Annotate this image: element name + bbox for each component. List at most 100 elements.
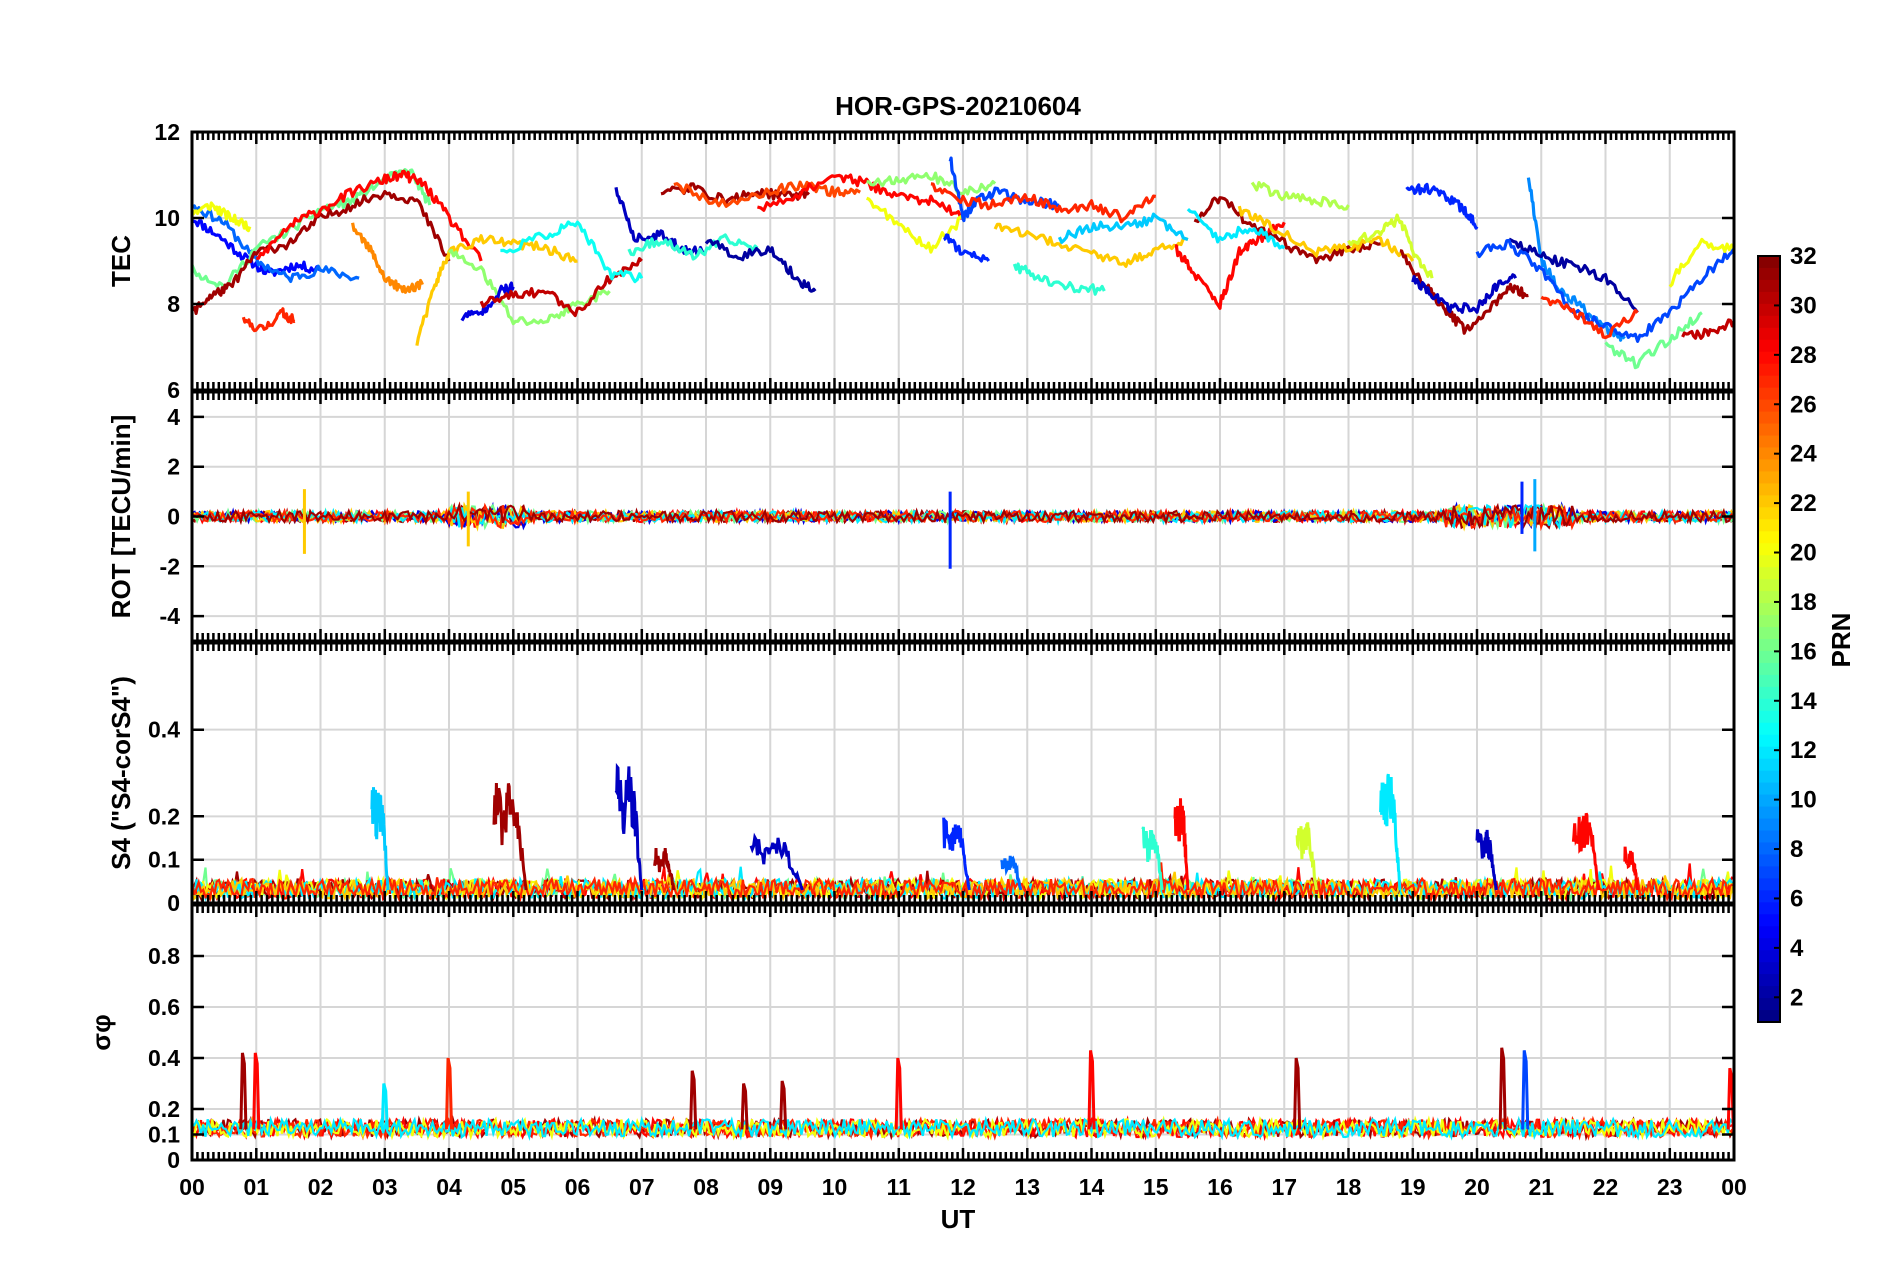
y-tick-label: 12 <box>154 119 180 145</box>
colorbar-tick-label: 32 <box>1790 243 1817 270</box>
colorbar-tick-label: 28 <box>1790 342 1817 369</box>
x-tick-label: 15 <box>1143 1174 1169 1200</box>
y-tick-label: 0.4 <box>148 717 180 743</box>
colorbar-tick-label: 18 <box>1790 589 1817 616</box>
tec-series-prn-9 <box>1526 177 1626 342</box>
tec-series-prn-6 <box>943 233 990 263</box>
s4-burst-prn-28 <box>1173 798 1190 891</box>
colorbar-segment <box>1758 674 1780 688</box>
x-tick-label: 08 <box>693 1174 719 1200</box>
colorbar-segment <box>1758 423 1780 437</box>
y-axis-label: S4 ("S4-corS4") <box>106 676 136 870</box>
colorbar-segment <box>1758 471 1780 485</box>
colorbar-tick-label: 10 <box>1790 787 1817 814</box>
tec-series-prn-17 <box>866 171 997 196</box>
s4-burst-prn-31 <box>492 782 528 891</box>
x-tick-label: 17 <box>1271 1174 1297 1200</box>
colorbar-segment <box>1758 986 1780 999</box>
colorbar-segment <box>1758 399 1780 413</box>
x-tick-label: 18 <box>1336 1174 1362 1200</box>
phase-spike-prn-31 <box>239 1052 248 1130</box>
tick-marks <box>190 130 1736 392</box>
phase-spike-prn-7 <box>1521 1050 1530 1130</box>
colorbar-frame <box>1757 255 1781 1023</box>
tec-series-prn-20 <box>192 201 252 233</box>
s4-burst-prn-3 <box>1475 829 1498 891</box>
colorbar-tick-label: 30 <box>1790 292 1817 319</box>
colorbar-segment <box>1758 782 1780 796</box>
phase-series-prn-12 <box>192 1115 1734 1141</box>
tec-series-prn-27 <box>930 182 1157 224</box>
tec-series-prn-6 <box>1405 182 1479 230</box>
colorbar-segment <box>1758 483 1780 496</box>
y-tick-label: 8 <box>167 291 180 317</box>
colorbar-tick-label: 12 <box>1790 737 1817 764</box>
y-tick-label: 0.2 <box>148 1096 180 1122</box>
colorbar-segment <box>1758 267 1780 281</box>
x-tick-label: 19 <box>1400 1174 1426 1200</box>
tec-series-prn-27 <box>241 307 296 333</box>
phase-spike-prn-27 <box>444 1057 454 1130</box>
x-tick-label: 00 <box>179 1174 205 1200</box>
y-tick-label: 10 <box>154 205 180 231</box>
panel-1: 6 8 10 12 TEC <box>106 119 1736 403</box>
phase-spike-prn-31 <box>1293 1057 1302 1130</box>
colorbar-tick-label: 2 <box>1790 984 1803 1011</box>
x-tick-label: 09 <box>757 1174 783 1200</box>
colorbar-tick-label: 14 <box>1790 688 1817 715</box>
colorbar-segment <box>1758 256 1780 269</box>
y-tick-label: 0.1 <box>148 1122 180 1148</box>
colorbar-segment <box>1758 411 1780 425</box>
tec-series-prn-7 <box>1475 238 1734 343</box>
y-tick-label: 0.4 <box>148 1045 180 1071</box>
y-axis-label: TEC <box>106 235 136 287</box>
colorbar-segment <box>1758 639 1780 652</box>
s4-burst-prn-8 <box>1000 855 1023 891</box>
colorbar-segment <box>1758 387 1780 401</box>
y-tick-label: 6 <box>167 377 180 403</box>
colorbar-segment <box>1758 686 1780 700</box>
tec-series-prn-22 <box>1237 205 1415 262</box>
x-tick-label: 12 <box>950 1174 976 1200</box>
colorbar-segment <box>1758 866 1780 879</box>
x-tick-label: 01 <box>243 1174 269 1200</box>
colorbar-tick-label: 24 <box>1790 441 1817 468</box>
tec-series-prn-28 <box>757 173 963 220</box>
data-layer <box>192 1047 1734 1142</box>
colorbar-segment <box>1758 950 1780 963</box>
colorbar-tick-label: 26 <box>1790 391 1817 418</box>
colorbar-segment <box>1758 447 1780 461</box>
x-tick-label: 21 <box>1528 1174 1554 1200</box>
colorbar-segment <box>1758 603 1780 616</box>
colorbar-tick-label: 4 <box>1790 935 1804 962</box>
y-tick-label: 0.8 <box>148 943 180 969</box>
colorbar-segment <box>1758 854 1780 868</box>
x-tick-label: 16 <box>1207 1174 1233 1200</box>
tec-series-prn-18 <box>1250 181 1350 211</box>
data-layer <box>192 479 1734 569</box>
x-tick-label: 23 <box>1657 1174 1683 1200</box>
colorbar-segment <box>1758 339 1780 353</box>
s4-burst-prn-28 <box>1623 846 1640 891</box>
colorbar-segment <box>1758 627 1780 640</box>
colorbar-segment <box>1758 495 1780 508</box>
colorbar-segment <box>1758 650 1780 664</box>
colorbar-segment <box>1758 998 1780 1011</box>
colorbar-segment <box>1758 459 1780 473</box>
tec-series-prn-14 <box>1012 262 1106 296</box>
tec-series-prn-7 <box>948 156 1060 223</box>
colorbar-segment <box>1758 579 1780 592</box>
y-tick-label: 4 <box>167 404 180 430</box>
s4-burst-prn-3 <box>614 762 644 891</box>
tec-series-prn-22 <box>415 234 578 346</box>
tec-series-prn-19 <box>1347 213 1434 279</box>
x-tick-label: 03 <box>372 1174 398 1200</box>
y-tick-label: 0 <box>167 504 180 530</box>
s4-burst-prn-6 <box>942 817 971 891</box>
x-tick-label: 14 <box>1079 1174 1105 1200</box>
colorbar-segment <box>1758 662 1780 676</box>
colorbar-segment <box>1758 591 1780 604</box>
x-tick-label: 04 <box>436 1174 462 1200</box>
colorbar-segment <box>1758 962 1780 975</box>
